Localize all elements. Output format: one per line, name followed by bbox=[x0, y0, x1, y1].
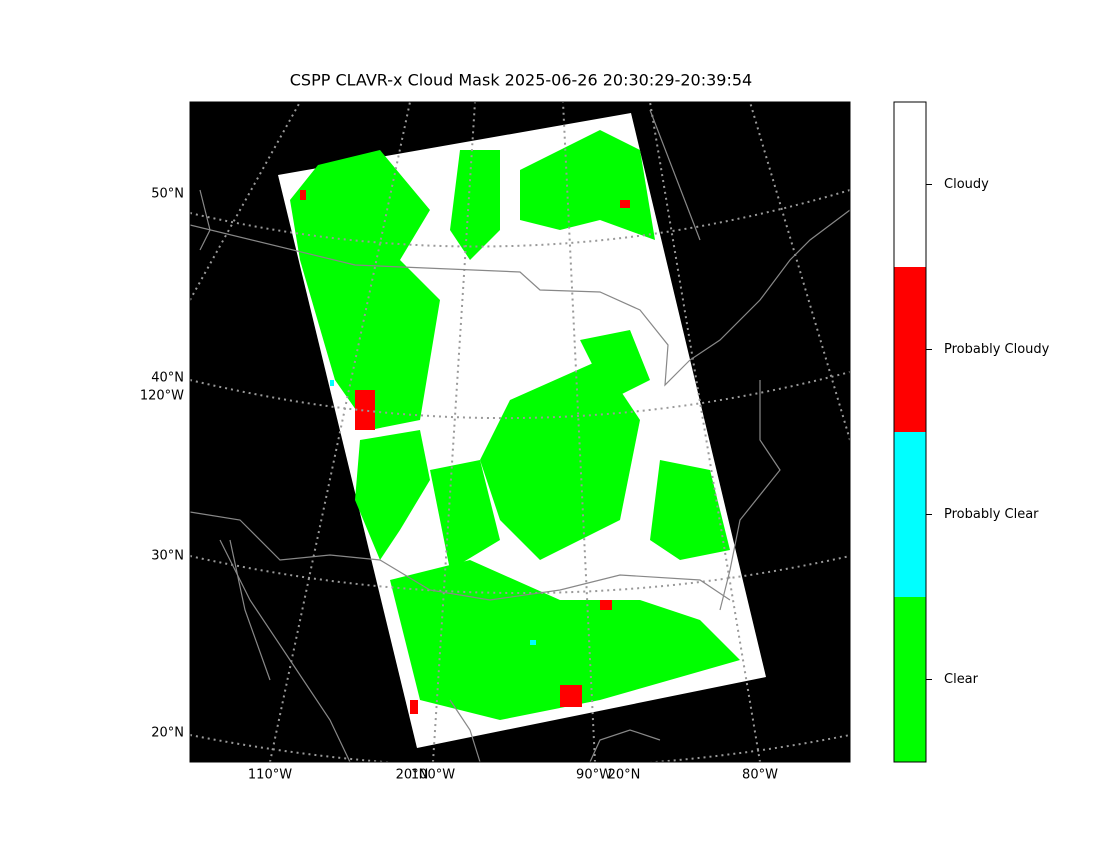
coastlines bbox=[190, 109, 850, 762]
lon-label: 100°W bbox=[411, 768, 455, 783]
graticule bbox=[190, 102, 850, 762]
lat-label: 20°N bbox=[151, 726, 184, 741]
probably-clear-areas bbox=[330, 380, 536, 645]
colorbar: Clear Probably Clear Probably Cloudy Cloudy bbox=[894, 102, 1050, 762]
lat-label: 50°N bbox=[151, 187, 184, 202]
colorbar-segment bbox=[894, 102, 926, 267]
lon-label: 20°N bbox=[608, 768, 641, 783]
lat-label: 40°N bbox=[151, 371, 184, 386]
clear-areas bbox=[290, 130, 740, 720]
lat-label: 30°N bbox=[151, 549, 184, 564]
probably-cloudy-areas bbox=[300, 190, 630, 714]
colorbar-label: Clear bbox=[944, 672, 979, 687]
map bbox=[190, 102, 850, 762]
lon-label: 90°W bbox=[576, 768, 612, 783]
map-frame bbox=[189, 101, 851, 763]
colorbar-label: Cloudy bbox=[944, 177, 989, 192]
colorbar-segment bbox=[894, 597, 926, 762]
lon-label: 80°W bbox=[742, 768, 778, 783]
title: CSPP CLAVR-x Cloud Mask 2025-06-26 20:30… bbox=[290, 71, 752, 90]
colorbar-frame bbox=[893, 101, 927, 763]
colorbar-label: Probably Cloudy bbox=[944, 342, 1050, 357]
lon-label: 110°W bbox=[248, 768, 292, 783]
lon-label: 20°N bbox=[396, 768, 429, 783]
colorbar-label: Probably Clear bbox=[944, 507, 1039, 522]
lat-label: 120°W bbox=[140, 389, 184, 404]
colorbar-segment bbox=[894, 267, 926, 432]
colorbar-segment bbox=[894, 432, 926, 597]
